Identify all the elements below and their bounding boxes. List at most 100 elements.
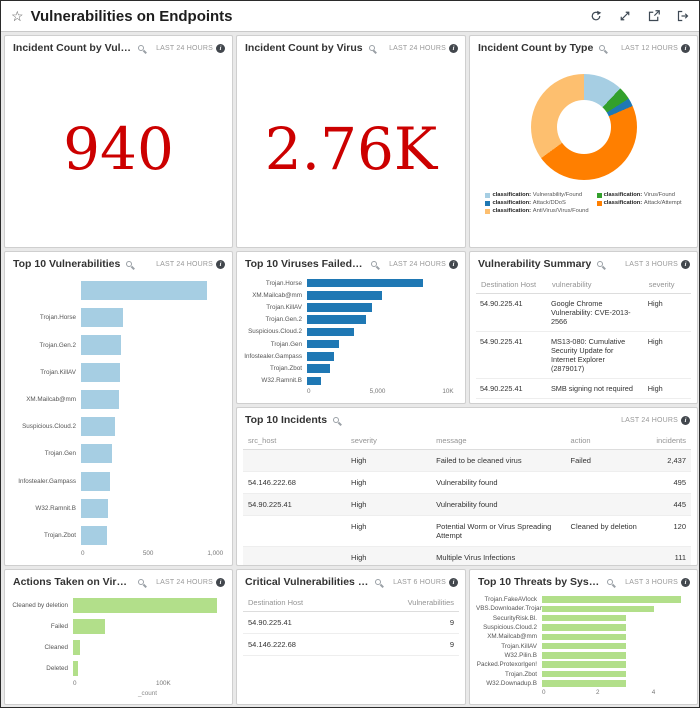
table-cell[interactable]: 54.90.225.41: [476, 378, 547, 399]
table-cell[interactable]: 111: [650, 546, 691, 565]
info-icon[interactable]: i: [449, 43, 458, 53]
table-cell[interactable]: 54.90.225.41: [243, 611, 399, 634]
info-icon[interactable]: i: [681, 259, 690, 269]
bar[interactable]: [307, 315, 367, 325]
table-cell[interactable]: [243, 515, 347, 547]
magnifier-icon[interactable]: [368, 45, 375, 51]
column-header[interactable]: incidents: [650, 432, 691, 450]
table-cell[interactable]: Failed: [565, 449, 651, 472]
magnifier-icon[interactable]: [597, 261, 604, 267]
table-cell[interactable]: 120: [650, 515, 691, 547]
table-cell[interactable]: Potential Worm or Virus Spreading Attemp…: [431, 515, 566, 547]
magnifier-icon[interactable]: [126, 261, 133, 267]
table-cell[interactable]: 2,437: [650, 449, 691, 472]
table-cell[interactable]: Google Chrome Vulnerability: CVE-2013-25…: [546, 293, 644, 332]
bar[interactable]: [542, 652, 626, 659]
bar[interactable]: [81, 308, 123, 328]
info-icon[interactable]: i: [681, 577, 690, 587]
table-cell[interactable]: High: [346, 515, 432, 547]
table-cell[interactable]: 445: [650, 493, 691, 516]
bar[interactable]: [307, 364, 330, 373]
info-icon[interactable]: i: [681, 415, 690, 425]
table-cell[interactable]: [565, 471, 651, 494]
bar[interactable]: [542, 642, 626, 650]
bar[interactable]: [81, 471, 110, 491]
column-header[interactable]: severity: [643, 276, 691, 294]
magnifier-icon[interactable]: [371, 261, 378, 267]
bar[interactable]: [542, 633, 626, 641]
table-cell[interactable]: 54.90.225.41: [476, 293, 547, 332]
bar[interactable]: [542, 596, 682, 603]
column-header[interactable]: Destination Host: [243, 594, 399, 612]
table-cell[interactable]: 54.146.222.68: [243, 633, 399, 656]
column-header[interactable]: Destination Host: [476, 276, 547, 294]
bar[interactable]: [81, 498, 108, 518]
bar[interactable]: [307, 278, 423, 288]
column-header[interactable]: vulnerability: [546, 276, 644, 294]
column-header[interactable]: src_host: [243, 432, 347, 450]
table-cell[interactable]: [565, 546, 651, 565]
table-cell[interactable]: 495: [650, 471, 691, 494]
bar[interactable]: [81, 444, 112, 464]
table-cell[interactable]: [565, 493, 651, 516]
bar[interactable]: [81, 335, 122, 355]
bar[interactable]: [73, 661, 78, 676]
bar[interactable]: [542, 624, 626, 631]
info-icon[interactable]: i: [681, 43, 690, 53]
magnifier-icon[interactable]: [607, 579, 614, 585]
table-cell[interactable]: [243, 546, 347, 565]
table-cell[interactable]: High: [643, 378, 691, 399]
export-icon[interactable]: [648, 10, 660, 22]
table-cell[interactable]: 54.90.225.41: [243, 493, 347, 516]
table-cell[interactable]: Vulnerability found: [431, 493, 566, 516]
bar[interactable]: [73, 598, 218, 613]
bar[interactable]: [542, 661, 626, 668]
table-cell[interactable]: 54.146.222.68: [243, 471, 347, 494]
donut-ring[interactable]: [530, 74, 637, 180]
info-icon[interactable]: i: [216, 577, 225, 587]
table-cell[interactable]: 9: [398, 633, 459, 656]
bar[interactable]: [81, 362, 120, 382]
bar[interactable]: [542, 614, 626, 622]
table-cell[interactable]: High: [346, 493, 432, 516]
bar[interactable]: [81, 281, 208, 301]
bar[interactable]: [307, 303, 372, 312]
legend-item[interactable]: classification: Attack/DDoS: [485, 200, 588, 206]
bar[interactable]: [81, 389, 119, 409]
column-header[interactable]: Vulnerabilities: [398, 594, 459, 612]
table-cell[interactable]: High: [346, 449, 432, 472]
bar[interactable]: [81, 417, 115, 437]
column-header[interactable]: severity: [346, 432, 432, 450]
magnifier-icon[interactable]: [333, 417, 340, 423]
table-cell[interactable]: SMB signing not required: [546, 378, 644, 399]
table-cell[interactable]: Vulnerability found: [431, 471, 566, 494]
magnifier-icon[interactable]: [599, 45, 606, 51]
table-cell[interactable]: High: [346, 471, 432, 494]
favorite-star-icon[interactable]: ☆: [11, 8, 24, 24]
bar[interactable]: [542, 605, 654, 613]
table-cell[interactable]: 9: [398, 611, 459, 634]
refresh-icon[interactable]: [590, 10, 602, 22]
exit-icon[interactable]: [677, 10, 689, 22]
info-icon[interactable]: i: [449, 259, 458, 269]
table-cell[interactable]: High: [346, 546, 432, 565]
column-header[interactable]: action: [565, 432, 651, 450]
magnifier-icon[interactable]: [138, 579, 145, 585]
bar[interactable]: [307, 376, 322, 386]
table-cell[interactable]: [243, 449, 347, 472]
bar[interactable]: [307, 291, 382, 300]
table-cell[interactable]: 54.90.225.41: [476, 331, 547, 379]
table-cell[interactable]: Failed to be cleaned virus: [431, 449, 566, 472]
bar[interactable]: [307, 352, 334, 361]
bar[interactable]: [73, 619, 105, 634]
table-cell[interactable]: Cleaned by deletion: [565, 515, 651, 547]
legend-item[interactable]: classification: Virus/Found: [596, 192, 682, 198]
bar[interactable]: [542, 670, 626, 678]
table-cell[interactable]: Multiple Virus Infections: [431, 546, 566, 565]
info-icon[interactable]: i: [216, 43, 225, 53]
column-header[interactable]: message: [431, 432, 566, 450]
bar[interactable]: [307, 339, 340, 349]
legend-item[interactable]: classification: AntiVirus/Virus/Found: [485, 208, 589, 214]
legend-item[interactable]: classification: Vulnerability/Found: [485, 192, 588, 198]
table-cell[interactable]: High: [643, 293, 691, 332]
